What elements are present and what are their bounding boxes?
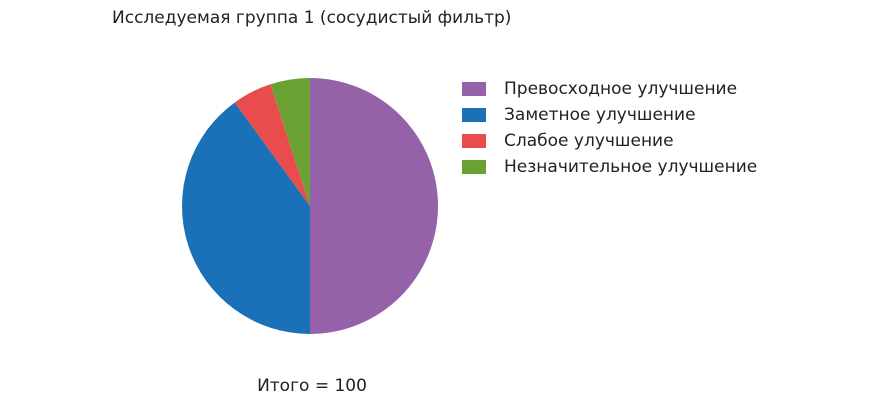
legend-label: Заметное улучшение bbox=[504, 105, 696, 125]
pie-slice bbox=[182, 102, 310, 334]
legend-swatch bbox=[462, 82, 486, 96]
pie-slice bbox=[270, 78, 310, 206]
legend-label: Слабое улучшение bbox=[504, 131, 674, 151]
total-annotation: Итого = 100 bbox=[257, 376, 367, 396]
chart-title: Исследуемая группа 1 (сосудистый фильтр) bbox=[112, 8, 511, 28]
pie-slice bbox=[234, 84, 310, 206]
legend-swatch bbox=[462, 108, 486, 122]
legend-label: Превосходное улучшение bbox=[504, 79, 737, 99]
pie-slice bbox=[310, 78, 438, 334]
legend-label: Незначительное улучшение bbox=[504, 157, 757, 177]
legend-swatch bbox=[462, 134, 486, 148]
legend-swatch bbox=[462, 160, 486, 174]
